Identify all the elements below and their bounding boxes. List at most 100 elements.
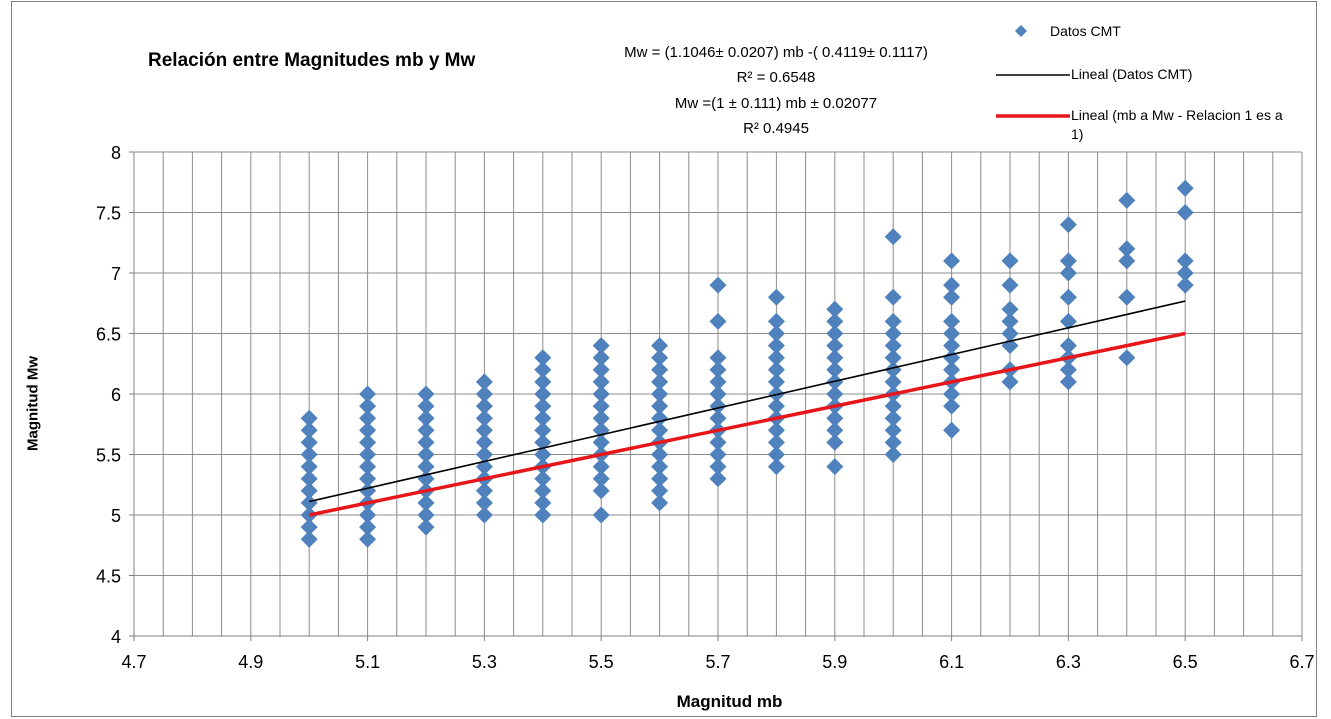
data-point	[884, 312, 902, 330]
data-point	[884, 325, 902, 342]
data-point	[826, 409, 844, 427]
data-point	[709, 446, 727, 463]
data-point	[884, 373, 902, 391]
data-point	[651, 494, 669, 512]
y-tick-label: 7	[111, 264, 121, 284]
data-point	[359, 433, 377, 451]
data-point	[417, 409, 435, 427]
data-point	[767, 349, 785, 367]
data-point	[943, 288, 961, 306]
data-point	[592, 385, 610, 403]
data-point	[709, 470, 727, 488]
data-point	[767, 373, 785, 391]
data-point	[359, 458, 377, 476]
r-squared-one-to-one: R² 0.4945	[743, 120, 809, 137]
data-point	[534, 409, 552, 427]
data-point	[534, 482, 552, 500]
data-point	[475, 494, 493, 512]
data-point	[943, 397, 961, 415]
data-point	[534, 470, 552, 488]
x-tick-label: 4.7	[121, 652, 146, 672]
data-point	[884, 349, 902, 367]
data-point	[826, 361, 844, 379]
data-point	[943, 325, 961, 342]
data-point	[475, 397, 493, 415]
data-point	[1059, 252, 1077, 270]
data-point	[417, 458, 435, 476]
x-tick-label: 6.1	[939, 652, 964, 672]
data-point	[300, 530, 318, 548]
data-point	[651, 361, 669, 379]
x-tick-label: 6.5	[1173, 652, 1198, 672]
data-point	[534, 421, 552, 439]
data-point	[651, 337, 669, 355]
data-point	[767, 312, 785, 330]
data-point	[826, 349, 844, 367]
data-point	[767, 433, 785, 451]
data-point	[1059, 264, 1077, 282]
data-point	[651, 446, 669, 463]
data-point	[1001, 276, 1019, 294]
trendline-datos-cmt	[309, 300, 1186, 503]
data-point	[651, 421, 669, 439]
data-point	[359, 385, 377, 403]
data-point	[884, 421, 902, 439]
data-point	[709, 433, 727, 451]
x-axis-title: Magnitud mb	[676, 692, 783, 711]
data-point	[767, 288, 785, 306]
data-point	[884, 337, 902, 355]
data-point	[475, 446, 493, 463]
data-point	[534, 373, 552, 391]
data-point	[1118, 240, 1136, 258]
data-point	[417, 385, 435, 403]
data-point	[300, 470, 318, 488]
data-point	[359, 421, 377, 439]
r-squared-cmt: R² = 0.6548	[736, 69, 816, 86]
data-point	[943, 312, 961, 330]
data-point	[943, 421, 961, 439]
data-point	[826, 325, 844, 342]
data-point	[300, 482, 318, 500]
x-tick-label: 5.1	[355, 652, 380, 672]
data-point	[1118, 252, 1136, 270]
legend-label-datos-cmt: Datos CMT	[1050, 23, 1121, 39]
data-point	[651, 385, 669, 403]
data-point	[651, 458, 669, 476]
data-point	[884, 228, 902, 246]
data-point	[359, 530, 377, 548]
data-point	[1059, 216, 1077, 234]
regression-equation-one-to-one: Mw =(1 ± 0.111) mb ± 0.02077	[674, 95, 878, 112]
data-point	[1001, 325, 1019, 342]
data-point	[592, 458, 610, 476]
data-point	[534, 349, 552, 367]
data-point	[592, 373, 610, 391]
data-point	[884, 433, 902, 451]
data-point	[300, 494, 318, 512]
legend-label-lineal-one-to-one: Lineal (mb a Mw - Relacion 1 es a 1)	[1071, 107, 1283, 142]
data-point	[709, 312, 727, 330]
data-point	[826, 433, 844, 451]
x-tick-label: 5.7	[705, 652, 730, 672]
data-point	[884, 397, 902, 415]
data-point	[592, 470, 610, 488]
data-point	[826, 312, 844, 330]
x-tick-label: 6.7	[1289, 652, 1314, 672]
data-point	[651, 349, 669, 367]
regression-equation-cmt: Mw = (1.1046± 0.0207) mb -( 0.4119± 0.11…	[624, 44, 928, 61]
data-point	[475, 433, 493, 451]
data-point	[767, 325, 785, 342]
legend-label-lineal-cmt: Lineal (Datos CMT)	[1071, 66, 1193, 82]
data-point	[767, 458, 785, 476]
data-point	[1001, 373, 1019, 391]
data-point	[417, 397, 435, 415]
data-point	[826, 300, 844, 318]
data-point	[943, 337, 961, 355]
data-point	[767, 421, 785, 439]
data-point	[767, 446, 785, 463]
line-layer	[308, 300, 1186, 517]
data-point	[651, 470, 669, 488]
data-point	[709, 373, 727, 391]
data-point	[709, 349, 727, 367]
data-point	[359, 446, 377, 463]
data-point	[475, 506, 493, 524]
